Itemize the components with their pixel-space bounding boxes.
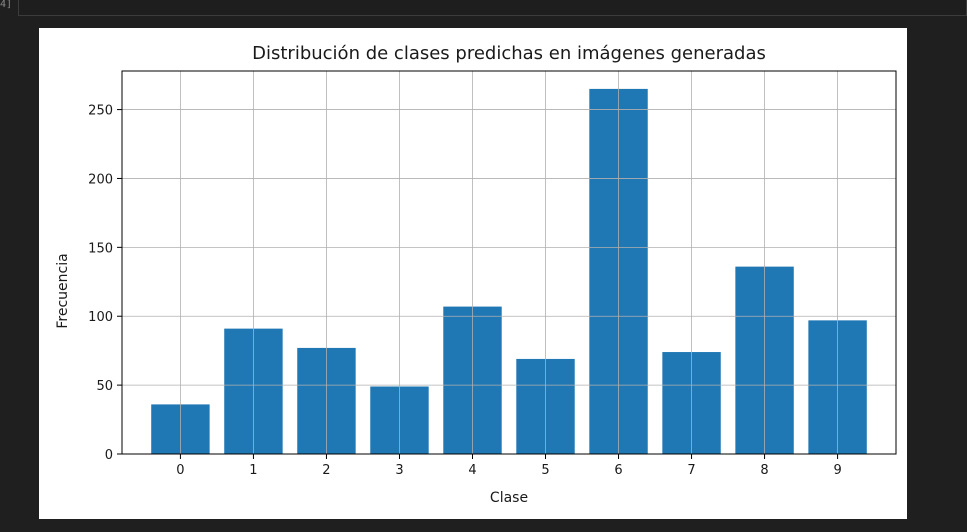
y-tick-label: 50 <box>96 379 113 394</box>
y-axis-label: Frecuencia <box>55 253 71 328</box>
chart-figure: Distribución de clases predichas en imág… <box>39 28 907 519</box>
x-tick-label: 4 <box>468 463 476 478</box>
bar-chart: Distribución de clases predichas en imág… <box>55 43 897 506</box>
bars <box>151 88 867 455</box>
x-tick-label: 2 <box>322 463 330 478</box>
x-tick-label: 6 <box>614 463 622 478</box>
x-axis-label: Clase <box>490 490 528 506</box>
x-tick-label: 0 <box>176 463 184 478</box>
y-tick-label: 0 <box>105 448 113 463</box>
y-tick-label: 100 <box>88 310 113 325</box>
axis-ticks: 0 1 2 3 4 5 6 7 8 9 0 50 100 150 200 250 <box>88 104 842 478</box>
chart-title: Distribución de clases predichas en imág… <box>252 43 766 64</box>
x-tick-label: 1 <box>249 463 257 478</box>
y-tick-label: 250 <box>88 104 113 119</box>
x-tick-label: 3 <box>395 463 403 478</box>
x-tick-label: 8 <box>760 463 768 478</box>
cell-execution-count: 4] <box>0 0 13 10</box>
code-cell-bottom-edge[interactable] <box>18 0 967 16</box>
plot-frame <box>121 70 897 455</box>
y-tick-label: 150 <box>88 241 113 256</box>
x-tick-label: 7 <box>687 463 695 478</box>
y-tick-label: 200 <box>88 172 113 187</box>
x-tick-label: 9 <box>833 463 841 478</box>
x-tick-label: 5 <box>541 463 549 478</box>
